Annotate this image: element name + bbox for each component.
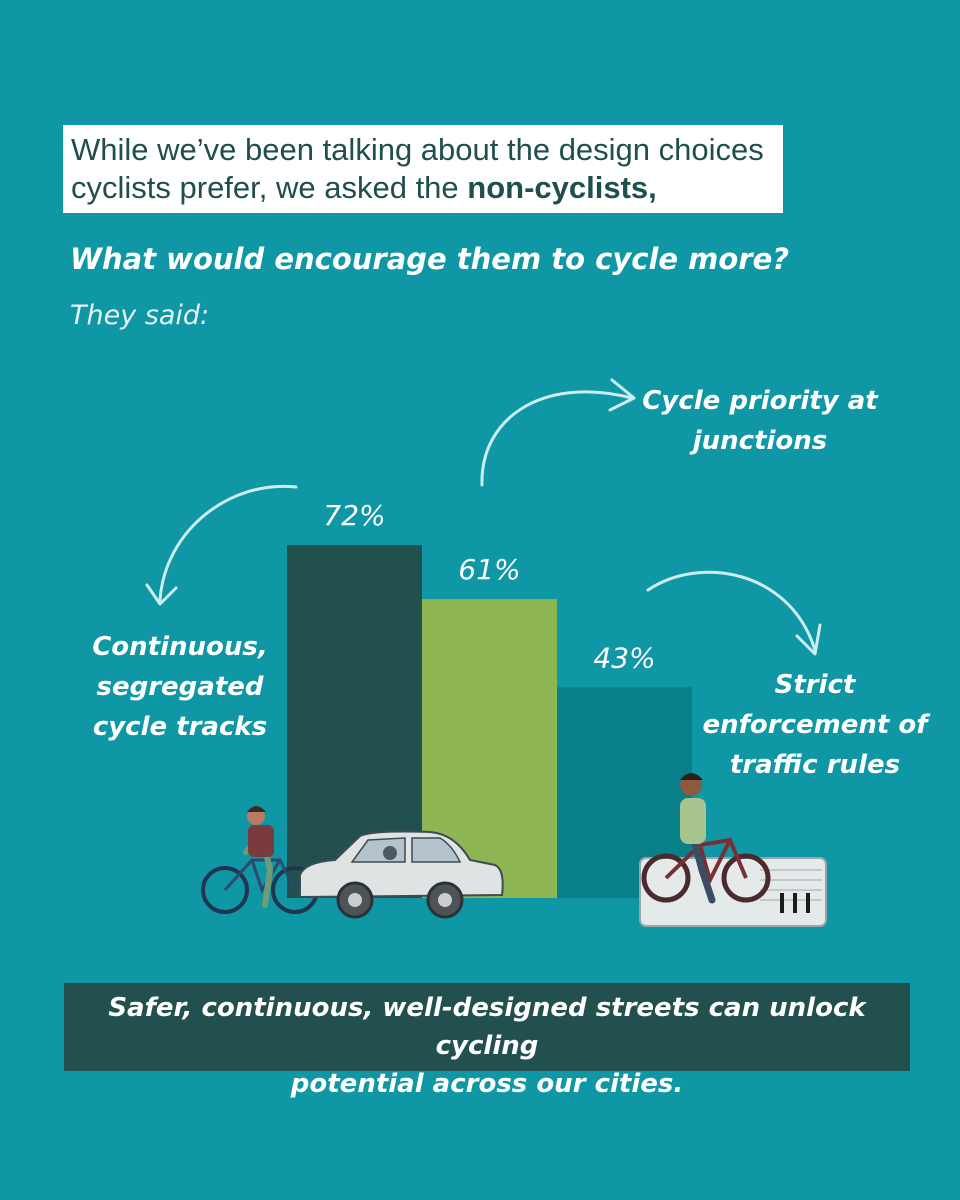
callout-tracks-line: cycle tracks bbox=[92, 712, 268, 742]
bar-chart: 72% 61% 43% bbox=[145, 378, 827, 927]
callout-enforcement-line: Strict bbox=[774, 670, 856, 700]
footer-line-2: potential across our cities. bbox=[290, 1069, 684, 1099]
cyclist-on-crossing-illustration bbox=[639, 773, 827, 927]
arrow-head-left-icon bbox=[145, 583, 178, 606]
footer-line-1: Safer, continuous, well-designed streets… bbox=[108, 993, 866, 1061]
curved-arrow-icon bbox=[646, 570, 817, 652]
intro-line-2-prefix: cyclists prefer, we asked the bbox=[71, 170, 468, 205]
callout-junctions: Cycle priority at junctions bbox=[630, 381, 890, 461]
callout-tracks-line: segregated bbox=[96, 672, 264, 702]
callout-enforcement-line: enforcement of bbox=[702, 710, 928, 740]
callout-enforcement: Strict enforcement of traffic rules bbox=[700, 665, 930, 785]
car-illustration bbox=[299, 830, 504, 919]
curved-arrow-icon bbox=[480, 390, 634, 487]
arrow-head-right-icon bbox=[795, 623, 822, 656]
curved-arrow-icon bbox=[158, 484, 298, 602]
intro-box: While we’ve been talking about the desig… bbox=[63, 125, 783, 213]
callout-enforcement-line: traffic rules bbox=[729, 750, 901, 780]
callout-junctions-line: Cycle priority at bbox=[642, 386, 878, 416]
callout-junctions-line: junctions bbox=[692, 426, 828, 456]
intro-line-2-bold: non-cyclists, bbox=[467, 170, 657, 205]
callout-tracks: Continuous, segregated cycle tracks bbox=[85, 627, 275, 747]
cyclist-illustration bbox=[201, 806, 319, 914]
intro-line-1: While we’ve been talking about the desig… bbox=[71, 132, 764, 167]
question-heading: What would encourage them to cycle more? bbox=[70, 242, 790, 276]
intro-line-2: cyclists prefer, we asked the non-cyclis… bbox=[71, 169, 775, 207]
footer-box: Safer, continuous, well-designed streets… bbox=[64, 983, 910, 1099]
arrow-head-top-icon bbox=[608, 378, 636, 412]
data-labels: 72% 61% 43% bbox=[323, 499, 655, 674]
bars bbox=[287, 545, 692, 898]
callout-tracks-line: Continuous, bbox=[92, 632, 268, 662]
data-label-2: 61% bbox=[458, 553, 520, 586]
data-label-1: 72% bbox=[323, 499, 385, 532]
subheading: They said: bbox=[70, 300, 210, 331]
data-label-3: 43% bbox=[593, 641, 655, 674]
